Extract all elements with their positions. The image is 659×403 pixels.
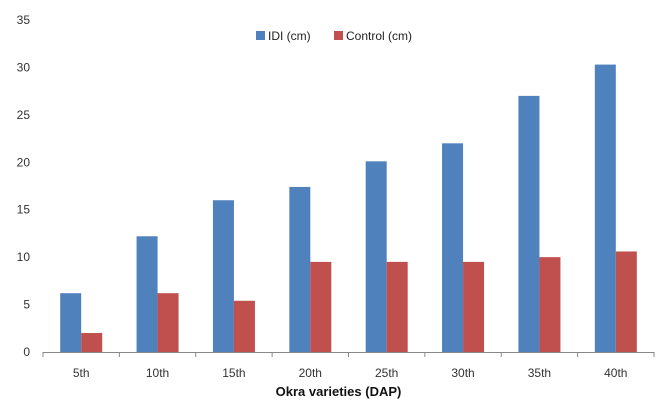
bar-idi-35th <box>518 95 540 352</box>
x-tick-label: 30th <box>451 366 474 380</box>
y-tick-label: 35 <box>17 13 31 27</box>
bar-idi-10th <box>136 236 158 352</box>
y-tick-label: 0 <box>23 345 30 359</box>
bar-idi-30th <box>442 143 464 352</box>
bar-idi-40th <box>594 64 616 352</box>
legend: IDI (cm) Control (cm) <box>256 29 412 43</box>
bars <box>60 64 637 352</box>
x-tick-label: 25th <box>375 366 398 380</box>
y-tick-label: 5 <box>23 298 30 312</box>
bar-idi-20th <box>289 186 311 352</box>
bar-control-5th <box>81 333 103 352</box>
bar-idi-15th <box>212 200 234 352</box>
bar-control-40th <box>615 251 637 352</box>
bar-idi-5th <box>60 293 82 352</box>
x-tick-label: 20th <box>299 366 322 380</box>
y-tick-label: 30 <box>17 60 31 74</box>
legend-label-control: Control (cm) <box>346 29 412 43</box>
y-tick-label: 15 <box>17 203 31 217</box>
y-tick-label: 20 <box>17 155 31 169</box>
x-tick-label: 10th <box>146 366 169 380</box>
x-tick-label: 15th <box>222 366 245 380</box>
bar-control-30th <box>463 261 485 352</box>
bar-control-25th <box>386 261 408 352</box>
legend-swatch-idi <box>256 31 265 40</box>
x-tick-label: 40th <box>604 366 627 380</box>
x-axis-title: Okra varieties (DAP) <box>276 384 402 399</box>
bar-control-35th <box>539 257 561 352</box>
legend-label-idi: IDI (cm) <box>268 29 311 43</box>
y-axis-ticks: 0 5 10 15 20 25 30 35 <box>17 13 31 359</box>
bar-control-10th <box>157 293 179 352</box>
legend-swatch-control <box>334 31 343 40</box>
x-axis-ticks: 5th 10th 15th 20th 25th 30th 35th 40th <box>42 352 655 380</box>
y-tick-label: 10 <box>17 250 31 264</box>
bar-idi-25th <box>365 161 387 352</box>
bar-control-15th <box>233 300 255 352</box>
x-tick-label: 5th <box>73 366 90 380</box>
bar-control-20th <box>310 261 332 352</box>
y-tick-label: 25 <box>17 108 31 122</box>
x-tick-label: 35th <box>528 366 551 380</box>
